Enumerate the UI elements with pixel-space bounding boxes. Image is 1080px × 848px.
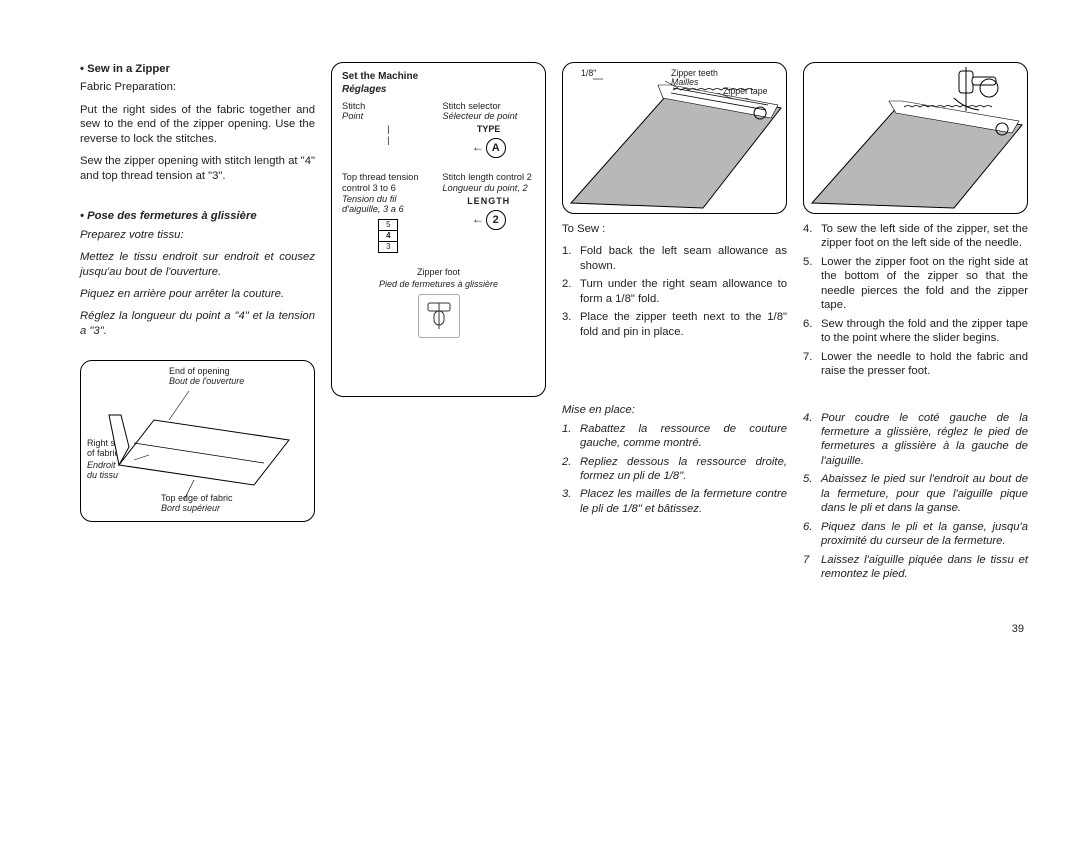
label-point: Point	[342, 111, 435, 122]
label-tension-fr: Tension du fil d'aiguille, 3 a 6	[342, 194, 435, 215]
step-1: Fold back the left seam allowance as sho…	[580, 244, 787, 273]
indicator-2: 2	[486, 210, 506, 230]
step-fr-5: Abaissez le pied sur l'endroit au bout d…	[821, 472, 1028, 515]
label-type: TYPE	[442, 124, 535, 134]
diagram-zipper-left: 1/8" Zipper teeth Mailles Zipper tape Ga…	[562, 62, 787, 214]
para-en-2: Sew the zipper opening with stitch lengt…	[80, 154, 315, 183]
column-4: Wrong side of fabric Envers du tissu 4.T	[803, 62, 1028, 824]
dial-5: 5	[379, 220, 397, 231]
label-selector: Stitch selector	[442, 101, 535, 112]
label-mise: Mise en place:	[562, 403, 787, 417]
cell-zipper-foot: Zipper foot Pied de fermetures à glissiè…	[342, 267, 535, 338]
step-6: Sew through the fold and the zipper tape…	[821, 317, 1028, 346]
label-length: Stitch length control 2	[442, 172, 535, 183]
cell-selector: Stitch selector Sélecteur de point TYPE …	[442, 101, 535, 159]
page-number: 39	[1012, 622, 1024, 636]
zipper-foot-icon	[418, 294, 460, 338]
step-5: Lower the zipper foot on the right side …	[821, 255, 1028, 313]
cell-stitch: Stitch Point ||	[342, 101, 435, 159]
label-reglages: Réglages	[342, 84, 535, 97]
step-3: Place the zipper teeth next to the 1/8" …	[580, 310, 787, 339]
heading-sew-in-zipper: • Sew in a Zipper	[80, 62, 315, 76]
list-to-sew-4: 4.To sew the left side of the zipper, se…	[803, 222, 1028, 383]
para-fr-3: Réglez la longueur du point a "4" et la …	[80, 309, 315, 338]
zipper-right-icon	[804, 63, 1029, 213]
column-1: • Sew in a Zipper Fabric Preparation: Pu…	[80, 62, 315, 824]
label-to-sew: To Sew :	[562, 222, 787, 236]
list-mise-en-place: Mise en place: 1.Rabattez la ressource d…	[562, 403, 787, 520]
diagram-zipper-right: Wrong side of fabric Envers du tissu	[803, 62, 1028, 214]
step-fr-2: Repliez dessous la ressource droite, for…	[580, 455, 787, 484]
heading-pose-fermetures: • Pose des fermetures à glissière	[80, 209, 315, 223]
diagram-fabric-prep: End of opening Bout de l'ouverture Right…	[80, 360, 315, 522]
list-to-sew: 1.Fold back the left seam allowance as s…	[562, 244, 787, 343]
label-top-edge-fr: Bord supérieur	[161, 504, 220, 514]
para-fr-2: Piquez en arrière pour arrêter la coutur…	[80, 287, 315, 301]
step-2: Turn under the right seam allowance to f…	[580, 277, 787, 306]
indicator-a: A	[486, 138, 506, 158]
step-7: Lower the needle to hold the fabric and …	[821, 350, 1028, 379]
label-set-machine: Set the Machine	[342, 71, 535, 84]
step-fr-1: Rabattez la ressource de couture gauche,…	[580, 422, 787, 451]
panel-machine-settings: Set the Machine Réglages Stitch Point ||…	[331, 62, 546, 397]
cell-length: Stitch length control 2 Longueur du poin…	[442, 172, 535, 253]
dial-4: 4	[379, 231, 397, 242]
cell-tension: Top thread tension control 3 to 6 Tensio…	[342, 172, 435, 253]
label-length-fr: Longueur du point, 2	[442, 183, 535, 194]
label-selector-fr: Sélecteur de point	[442, 111, 535, 122]
label-prep-fr: Preparez votre tissu:	[80, 228, 315, 242]
column-3: 1/8" Zipper teeth Mailles Zipper tape Ga…	[562, 62, 787, 824]
step-fr-4: Pour coudre le coté gauche de la fermetu…	[821, 411, 1028, 469]
step-fr-3: Placez les mailles de la fermeture contr…	[580, 487, 787, 516]
label-zipper-foot: Zipper foot	[342, 267, 535, 279]
label-zipper-foot-fr: Pied de fermetures à glissière	[342, 279, 535, 291]
list-fr-4: 4.Pour coudre le coté gauche de la ferme…	[803, 411, 1028, 586]
label-stitch: Stitch	[342, 101, 435, 112]
fabric-diagram-icon	[89, 385, 299, 505]
step-4: To sew the left side of the zipper, set …	[821, 222, 1028, 251]
para-en-1: Put the right sides of the fabric togeth…	[80, 103, 315, 146]
para-fr-1: Mettez le tissu endroit sur endroit et c…	[80, 250, 315, 279]
label-tension: Top thread tension control 3 to 6	[342, 172, 435, 193]
label-fabric-prep: Fabric Preparation:	[80, 80, 315, 94]
column-2: Set the Machine Réglages Stitch Point ||…	[331, 62, 546, 824]
dial-3: 3	[379, 242, 397, 252]
step-fr-7: Laissez l'aiguille piquée dans le tissu …	[821, 553, 1028, 582]
step-fr-6: Piquez dans le pli et la ganse, jusqu'a …	[821, 520, 1028, 549]
label-length-word: LENGTH	[442, 196, 535, 206]
zipper-left-icon	[563, 63, 788, 213]
